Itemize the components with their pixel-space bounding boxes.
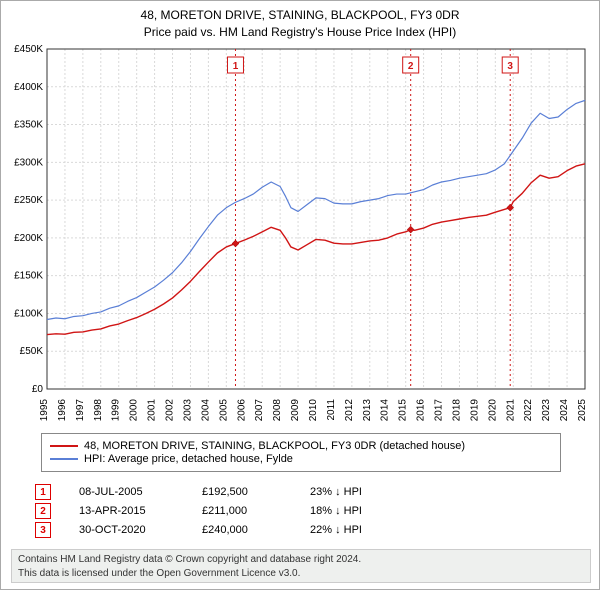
chart-legend: 48, MORETON DRIVE, STAINING, BLACKPOOL, … bbox=[41, 433, 561, 472]
svg-text:2002: 2002 bbox=[165, 399, 176, 422]
svg-text:£300K: £300K bbox=[14, 157, 43, 168]
svg-text:£350K: £350K bbox=[14, 120, 43, 131]
svg-text:2: 2 bbox=[408, 61, 414, 72]
svg-text:1998: 1998 bbox=[93, 399, 104, 422]
chart-svg: £0 £50K £100K £150K £200K £250K £300K £350K £400… bbox=[1, 43, 600, 423]
event-marker: 3 bbox=[35, 522, 51, 538]
svg-text:1995: 1995 bbox=[39, 399, 50, 422]
legend-row: HPI: Average price, detached house, Fyld… bbox=[50, 453, 552, 465]
event-date: 08-JUL-2005 bbox=[79, 486, 174, 498]
svg-text:2013: 2013 bbox=[362, 399, 373, 422]
event-price: £192,500 bbox=[202, 486, 282, 498]
svg-text:1997: 1997 bbox=[75, 399, 86, 422]
svg-text:2017: 2017 bbox=[434, 399, 445, 422]
svg-text:£400K: £400K bbox=[14, 82, 43, 93]
svg-text:2007: 2007 bbox=[254, 399, 265, 422]
chart-title-line2: Price paid vs. HM Land Registry's House … bbox=[1, 24, 599, 41]
chart-container: 48, MORETON DRIVE, STAINING, BLACKPOOL, … bbox=[0, 0, 600, 590]
svg-text:£50K: £50K bbox=[20, 346, 44, 357]
event-diff: 23% ↓ HPI bbox=[310, 486, 400, 498]
event-row: 3 30-OCT-2020 £240,000 22% ↓ HPI bbox=[35, 522, 400, 538]
attribution-line2: This data is licensed under the Open Gov… bbox=[18, 567, 584, 581]
svg-text:1: 1 bbox=[233, 61, 239, 72]
svg-text:2020: 2020 bbox=[487, 399, 498, 422]
svg-text:£450K: £450K bbox=[14, 44, 43, 55]
event-marker: 2 bbox=[35, 503, 51, 519]
svg-text:2011: 2011 bbox=[326, 399, 337, 421]
chart-title-line1: 48, MORETON DRIVE, STAINING, BLACKPOOL, … bbox=[1, 7, 599, 24]
chart-attribution: Contains HM Land Registry data © Crown c… bbox=[11, 549, 591, 583]
svg-text:3: 3 bbox=[507, 61, 513, 72]
svg-text:2010: 2010 bbox=[308, 399, 319, 422]
svg-text:2018: 2018 bbox=[451, 399, 462, 422]
event-table: 1 08-JUL-2005 £192,500 23% ↓ HPI 2 13-APR-201… bbox=[35, 481, 400, 541]
svg-text:£100K: £100K bbox=[14, 308, 43, 319]
svg-text:2022: 2022 bbox=[523, 399, 534, 422]
event-marker: 1 bbox=[35, 484, 51, 500]
svg-text:2023: 2023 bbox=[541, 399, 552, 422]
legend-label: 48, MORETON DRIVE, STAINING, BLACKPOOL, … bbox=[84, 440, 465, 452]
event-row: 1 08-JUL-2005 £192,500 23% ↓ HPI bbox=[35, 484, 400, 500]
svg-text:£150K: £150K bbox=[14, 271, 43, 282]
svg-text:2009: 2009 bbox=[290, 399, 301, 422]
svg-text:2025: 2025 bbox=[577, 399, 588, 422]
svg-text:2016: 2016 bbox=[416, 399, 427, 422]
svg-text:2024: 2024 bbox=[559, 399, 570, 422]
svg-text:2012: 2012 bbox=[344, 399, 355, 422]
legend-line-swatch bbox=[50, 445, 78, 447]
legend-line-swatch bbox=[50, 458, 78, 460]
svg-text:2014: 2014 bbox=[380, 399, 391, 422]
event-price: £211,000 bbox=[202, 505, 282, 517]
legend-label: HPI: Average price, detached house, Fyld… bbox=[84, 453, 293, 465]
chart-plot-area: £0 £50K £100K £150K £200K £250K £300K £350K £400… bbox=[1, 43, 600, 423]
chart-title-block: 48, MORETON DRIVE, STAINING, BLACKPOOL, … bbox=[1, 1, 599, 41]
svg-text:£200K: £200K bbox=[14, 233, 43, 244]
svg-text:1999: 1999 bbox=[111, 399, 122, 422]
event-row: 2 13-APR-2015 £211,000 18% ↓ HPI bbox=[35, 503, 400, 519]
svg-text:2001: 2001 bbox=[147, 399, 158, 422]
attribution-line1: Contains HM Land Registry data © Crown c… bbox=[18, 553, 584, 567]
svg-text:2008: 2008 bbox=[272, 399, 283, 422]
svg-text:£250K: £250K bbox=[14, 195, 43, 206]
svg-text:2003: 2003 bbox=[182, 399, 193, 422]
event-price: £240,000 bbox=[202, 524, 282, 536]
svg-text:2006: 2006 bbox=[236, 399, 247, 422]
legend-row: 48, MORETON DRIVE, STAINING, BLACKPOOL, … bbox=[50, 440, 552, 452]
svg-text:2019: 2019 bbox=[469, 399, 480, 422]
event-date: 13-APR-2015 bbox=[79, 505, 174, 517]
svg-text:2021: 2021 bbox=[505, 399, 516, 422]
event-date: 30-OCT-2020 bbox=[79, 524, 174, 536]
svg-text:1996: 1996 bbox=[57, 399, 68, 422]
svg-text:2015: 2015 bbox=[398, 399, 409, 422]
event-diff: 22% ↓ HPI bbox=[310, 524, 400, 536]
event-diff: 18% ↓ HPI bbox=[310, 505, 400, 517]
svg-text:2005: 2005 bbox=[218, 399, 229, 422]
svg-text:2004: 2004 bbox=[200, 399, 211, 422]
svg-text:£0: £0 bbox=[32, 384, 44, 395]
svg-text:2000: 2000 bbox=[129, 399, 140, 422]
